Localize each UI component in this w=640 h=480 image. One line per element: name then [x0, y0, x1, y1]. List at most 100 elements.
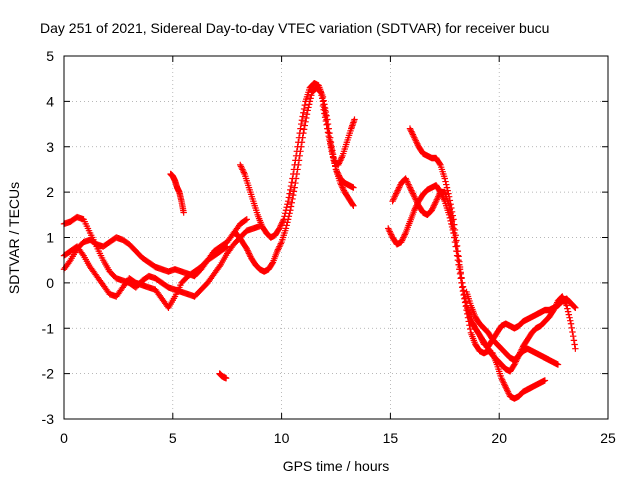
- data-point: [498, 376, 506, 383]
- data-point: [387, 231, 395, 238]
- data-point: [294, 166, 301, 173]
- data-point: [333, 167, 340, 175]
- data-point: [308, 92, 315, 99]
- data-point: [279, 217, 287, 225]
- data-point: [411, 207, 418, 214]
- data-point: [462, 298, 470, 305]
- data-point: [402, 175, 409, 182]
- data-point: [335, 172, 343, 179]
- data-point: [452, 232, 459, 239]
- y-tick-label: 4: [46, 93, 54, 109]
- data-point: [245, 248, 252, 256]
- data-point: [323, 121, 330, 129]
- data-point: [448, 204, 455, 212]
- data-point: [292, 179, 299, 187]
- data-point: [554, 361, 562, 368]
- data-point: [298, 139, 306, 146]
- data-point: [429, 204, 437, 211]
- data-point: [399, 235, 406, 243]
- data-point: [332, 166, 340, 173]
- data-point: [304, 107, 311, 114]
- data-point: [222, 374, 230, 382]
- data-point: [320, 106, 327, 113]
- data-point: [350, 184, 357, 191]
- data-point: [334, 170, 342, 178]
- data-point: [299, 113, 306, 120]
- data-points: [60, 80, 579, 402]
- data-point: [299, 134, 306, 141]
- data-point: [412, 137, 419, 144]
- data-point: [564, 308, 572, 315]
- data-point: [292, 175, 300, 182]
- data-point: [445, 193, 453, 200]
- data-point: [326, 136, 333, 144]
- data-point: [321, 110, 328, 117]
- data-point: [442, 178, 449, 185]
- data-point: [551, 305, 558, 312]
- data-point: [392, 191, 399, 199]
- data-point: [286, 190, 293, 197]
- data-point: [445, 190, 452, 197]
- data-point: [395, 185, 402, 193]
- y-tick-label: 2: [46, 184, 54, 200]
- data-point: [565, 311, 573, 318]
- data-point: [410, 191, 417, 199]
- grid-lines: [64, 56, 608, 419]
- y-tick-label: 1: [46, 230, 54, 246]
- data-point: [319, 95, 326, 102]
- data-point: [410, 132, 417, 140]
- data-point: [451, 221, 458, 228]
- data-point: [459, 283, 467, 290]
- data-point: [433, 196, 441, 203]
- data-point: [400, 232, 408, 240]
- data-point: [572, 345, 579, 352]
- data-point: [570, 337, 578, 344]
- data-point: [448, 220, 455, 228]
- data-point: [505, 390, 512, 397]
- data-point: [334, 169, 341, 176]
- data-point: [570, 303, 578, 310]
- data-point: [291, 184, 298, 191]
- data-point: [340, 185, 347, 193]
- data-point: [327, 144, 335, 151]
- data-point: [562, 299, 569, 306]
- data-point: [238, 164, 245, 172]
- data-point: [331, 160, 338, 167]
- data-point: [400, 234, 407, 241]
- data-point: [454, 247, 462, 255]
- data-point: [303, 111, 311, 118]
- y-tick-label: -1: [42, 320, 55, 336]
- data-point: [408, 187, 415, 194]
- data-point: [286, 210, 293, 217]
- data-point: [562, 300, 570, 308]
- data-point: [456, 258, 463, 265]
- x-tick-label: 20: [491, 430, 507, 446]
- data-point: [301, 101, 309, 109]
- data-point: [451, 226, 459, 234]
- data-point: [411, 194, 419, 202]
- data-point: [467, 315, 475, 323]
- data-point: [276, 241, 284, 249]
- data-point: [317, 89, 324, 96]
- data-point: [339, 184, 346, 191]
- data-point: [431, 201, 438, 208]
- data-point: [461, 294, 469, 302]
- data-point: [297, 120, 305, 128]
- data-point: [412, 196, 419, 203]
- data-point: [283, 222, 290, 229]
- series-sat-h: [319, 102, 357, 191]
- data-point: [329, 151, 336, 158]
- data-point: [411, 205, 419, 212]
- data-point: [428, 207, 435, 214]
- data-point: [297, 148, 304, 155]
- data-point: [351, 116, 358, 123]
- data-point: [440, 194, 447, 202]
- data-point: [448, 208, 456, 215]
- data-point: [406, 184, 414, 191]
- data-point: [453, 243, 460, 250]
- data-point: [276, 243, 283, 250]
- data-point: [275, 244, 282, 252]
- data-point: [460, 287, 467, 294]
- data-point: [243, 216, 250, 223]
- data-point: [449, 212, 456, 219]
